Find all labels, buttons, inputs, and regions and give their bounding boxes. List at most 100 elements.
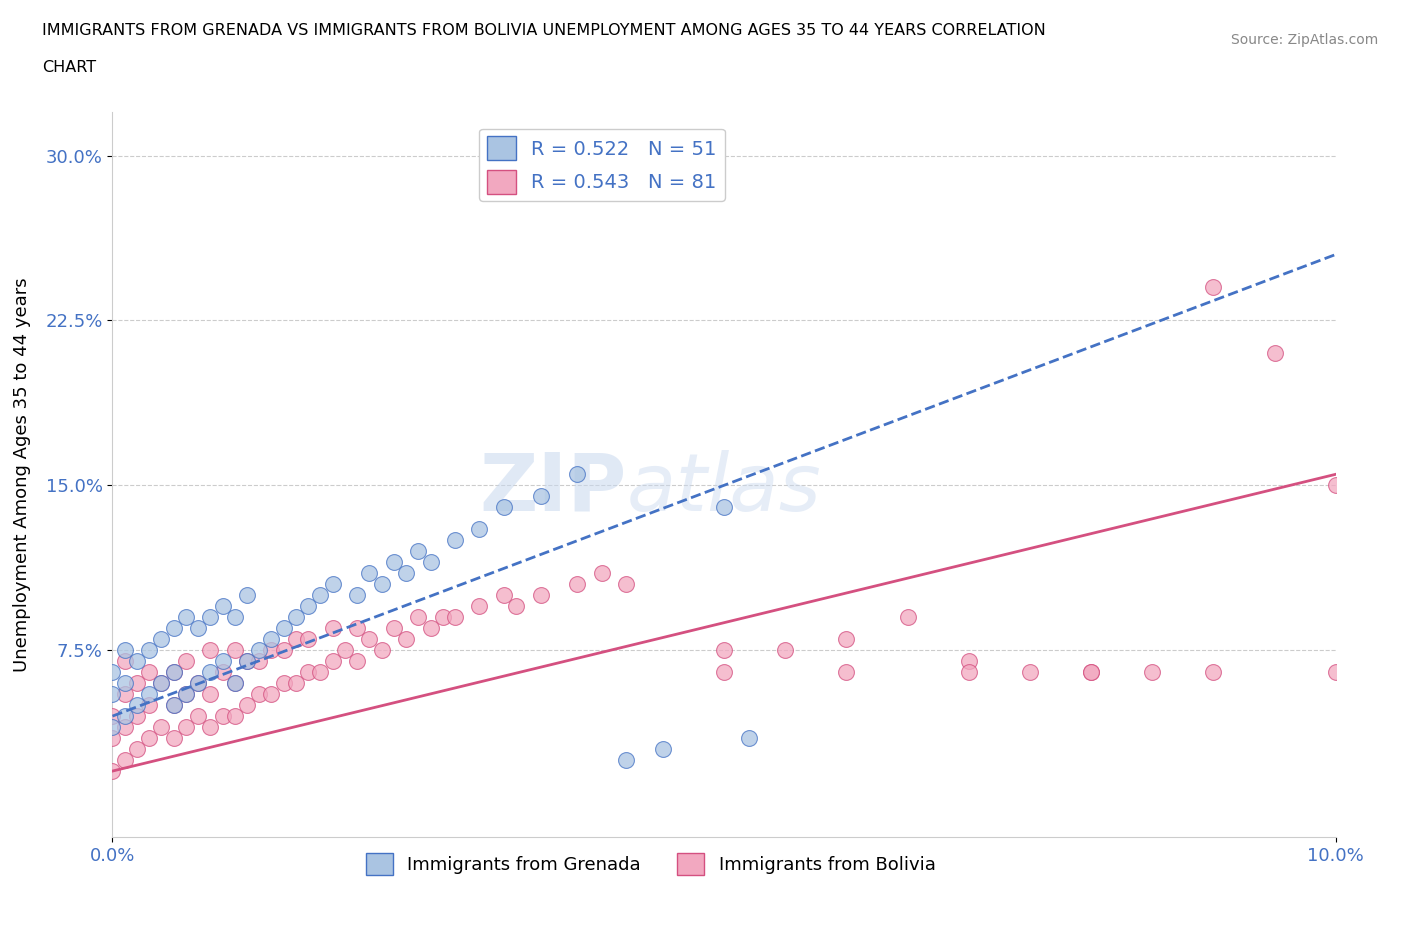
Point (322, 620, 344, 635)
Point (138, 665, 160, 680)
Point (1202, 665, 1225, 680)
Point (591, 170, 613, 185)
Point (200, 610, 222, 625)
Point (382, 555, 405, 570)
Point (211, 709, 233, 724)
Text: CHART: CHART (42, 60, 96, 75)
Point (505, 599, 527, 614)
Point (150, 676, 173, 691)
Point (322, 577, 344, 591)
Point (346, 620, 368, 635)
Point (567, 467, 589, 482)
Point (187, 709, 209, 724)
Text: IMMIGRANTS FROM GRENADA VS IMMIGRANTS FROM BOLIVIA UNEMPLOYMENT AMONG AGES 35 TO: IMMIGRANTS FROM GRENADA VS IMMIGRANTS FR… (42, 23, 1046, 38)
Point (395, 631, 418, 646)
Point (211, 654, 233, 669)
Point (370, 643, 392, 658)
Point (101, 686, 124, 701)
Point (492, 499, 515, 514)
Point (322, 654, 344, 669)
Point (957, 654, 980, 669)
Point (1142, 665, 1164, 680)
Point (835, 665, 858, 680)
Point (174, 686, 197, 701)
Point (114, 752, 136, 767)
Point (957, 665, 980, 680)
Point (1324, 665, 1347, 680)
Point (150, 676, 173, 691)
Point (297, 665, 319, 680)
Legend: Immigrants from Grenada, Immigrants from Bolivia: Immigrants from Grenada, Immigrants from… (359, 846, 943, 883)
Point (101, 665, 124, 680)
Point (101, 731, 124, 746)
Point (224, 676, 246, 691)
Point (492, 588, 515, 603)
Point (567, 577, 589, 591)
Point (187, 620, 209, 635)
Point (211, 599, 233, 614)
Point (530, 588, 553, 603)
Point (101, 720, 124, 735)
Point (297, 631, 319, 646)
Point (236, 654, 259, 669)
Point (224, 709, 246, 724)
Point (150, 631, 173, 646)
Point (713, 499, 735, 514)
Point (200, 643, 222, 658)
Point (284, 610, 308, 625)
Point (125, 654, 148, 669)
Point (444, 533, 467, 548)
Point (419, 555, 441, 570)
Point (468, 599, 491, 614)
Point (163, 698, 186, 712)
Point (114, 686, 136, 701)
Point (114, 643, 136, 658)
Point (346, 588, 368, 603)
Point (713, 643, 735, 658)
Point (713, 665, 735, 680)
Point (1018, 665, 1040, 680)
Point (125, 676, 148, 691)
Point (1264, 346, 1286, 361)
Point (247, 654, 270, 669)
Point (163, 620, 186, 635)
Point (125, 698, 148, 712)
Point (125, 709, 148, 724)
Point (297, 599, 319, 614)
Point (273, 676, 295, 691)
Point (174, 720, 197, 735)
Point (114, 654, 136, 669)
Point (163, 665, 186, 680)
Point (468, 522, 491, 537)
Point (359, 631, 381, 646)
Point (370, 577, 392, 591)
Point (614, 752, 637, 767)
Point (187, 676, 209, 691)
Point (1080, 665, 1102, 680)
Point (284, 676, 308, 691)
Point (187, 676, 209, 691)
Point (346, 654, 368, 669)
Point (260, 631, 283, 646)
Point (163, 731, 186, 746)
Point (432, 610, 454, 625)
Point (138, 698, 160, 712)
Point (260, 643, 283, 658)
Point (530, 489, 553, 504)
Point (224, 643, 246, 658)
Point (224, 610, 246, 625)
Point (125, 741, 148, 756)
Point (174, 610, 197, 625)
Point (247, 686, 270, 701)
Point (200, 686, 222, 701)
Point (444, 610, 467, 625)
Point (359, 565, 381, 580)
Point (101, 764, 124, 778)
Point (1202, 280, 1225, 295)
Point (273, 643, 295, 658)
Point (737, 731, 759, 746)
Point (101, 709, 124, 724)
Point (1080, 665, 1102, 680)
Point (200, 665, 222, 680)
Y-axis label: Unemployment Among Ages 35 to 44 years: Unemployment Among Ages 35 to 44 years (14, 277, 31, 671)
